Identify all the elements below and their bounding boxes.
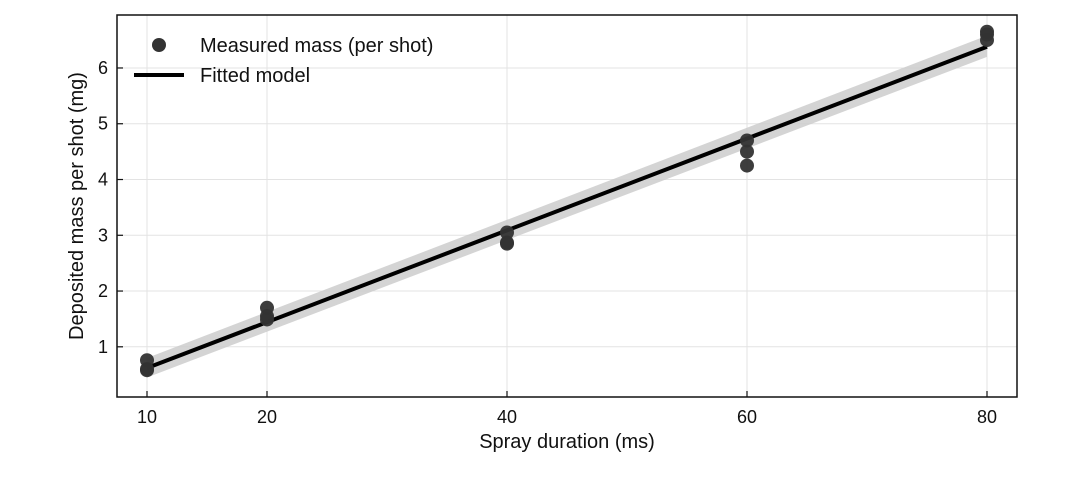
legend: Measured mass (per shot) Fitted model (134, 35, 433, 87)
data-point (740, 144, 754, 159)
legend-label-fitted: Fitted model (200, 65, 310, 87)
legend-label-measured: Measured mass (per shot) (200, 35, 433, 57)
y-tick-label: 5 (98, 114, 108, 134)
data-point (140, 363, 154, 378)
y-tick-label: 6 (98, 58, 108, 78)
x-tick-label: 60 (737, 407, 757, 427)
legend-marker-measured (152, 38, 166, 52)
data-point (980, 33, 994, 48)
y-axis-ticks: 1 2 3 4 5 6 (98, 58, 123, 357)
data-point (740, 158, 754, 173)
y-tick-label: 2 (98, 281, 108, 301)
data-point (500, 236, 514, 251)
fitted-line-layer (146, 44, 988, 370)
y-tick-label: 4 (98, 170, 108, 190)
fitted-model-line (146, 44, 988, 370)
data-point (740, 133, 754, 148)
x-tick-label: 10 (137, 407, 157, 427)
x-axis-label: Spray duration (ms) (479, 431, 655, 453)
y-axis-label: Deposited mass per shot (mg) (66, 72, 88, 340)
y-tick-label: 1 (98, 337, 108, 357)
x-axis-ticks: 10 20 40 60 80 (137, 391, 997, 427)
data-point (500, 225, 514, 240)
plot-frame (116, 14, 1018, 398)
data-point (260, 312, 274, 327)
x-tick-label: 40 (497, 407, 517, 427)
x-tick-label: 80 (977, 407, 997, 427)
scatter-points-layer (140, 24, 994, 378)
x-tick-label: 20 (257, 407, 277, 427)
grid (117, 15, 1017, 397)
y-tick-label: 3 (98, 225, 108, 245)
